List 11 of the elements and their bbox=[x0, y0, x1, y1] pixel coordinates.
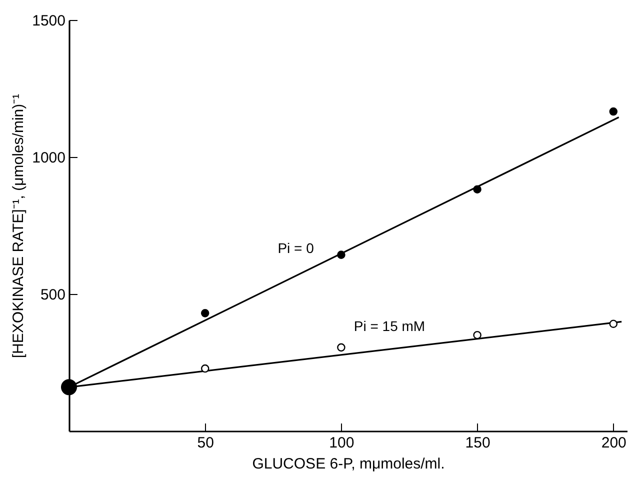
x-tick-label: 150 bbox=[465, 434, 490, 452]
y-tick-label: 1000 bbox=[32, 150, 66, 166]
x-tick-label: 100 bbox=[329, 434, 354, 452]
x-tick-label: 50 bbox=[197, 434, 214, 452]
y-axis-title: [HEXOKINASE RATE]⁻¹, (μmoles/min)⁻¹ bbox=[10, 94, 28, 358]
series-label: Pi = 15 mM bbox=[354, 318, 426, 334]
x-tick-label: 200 bbox=[601, 434, 626, 452]
y-tick-label: 500 bbox=[40, 286, 66, 304]
x-axis-title: GLUCOSE 6-P, mμmoles/ml. bbox=[252, 456, 445, 472]
series-label: Pi = 0 bbox=[278, 240, 314, 256]
y-tick-label: 1500 bbox=[32, 12, 66, 30]
